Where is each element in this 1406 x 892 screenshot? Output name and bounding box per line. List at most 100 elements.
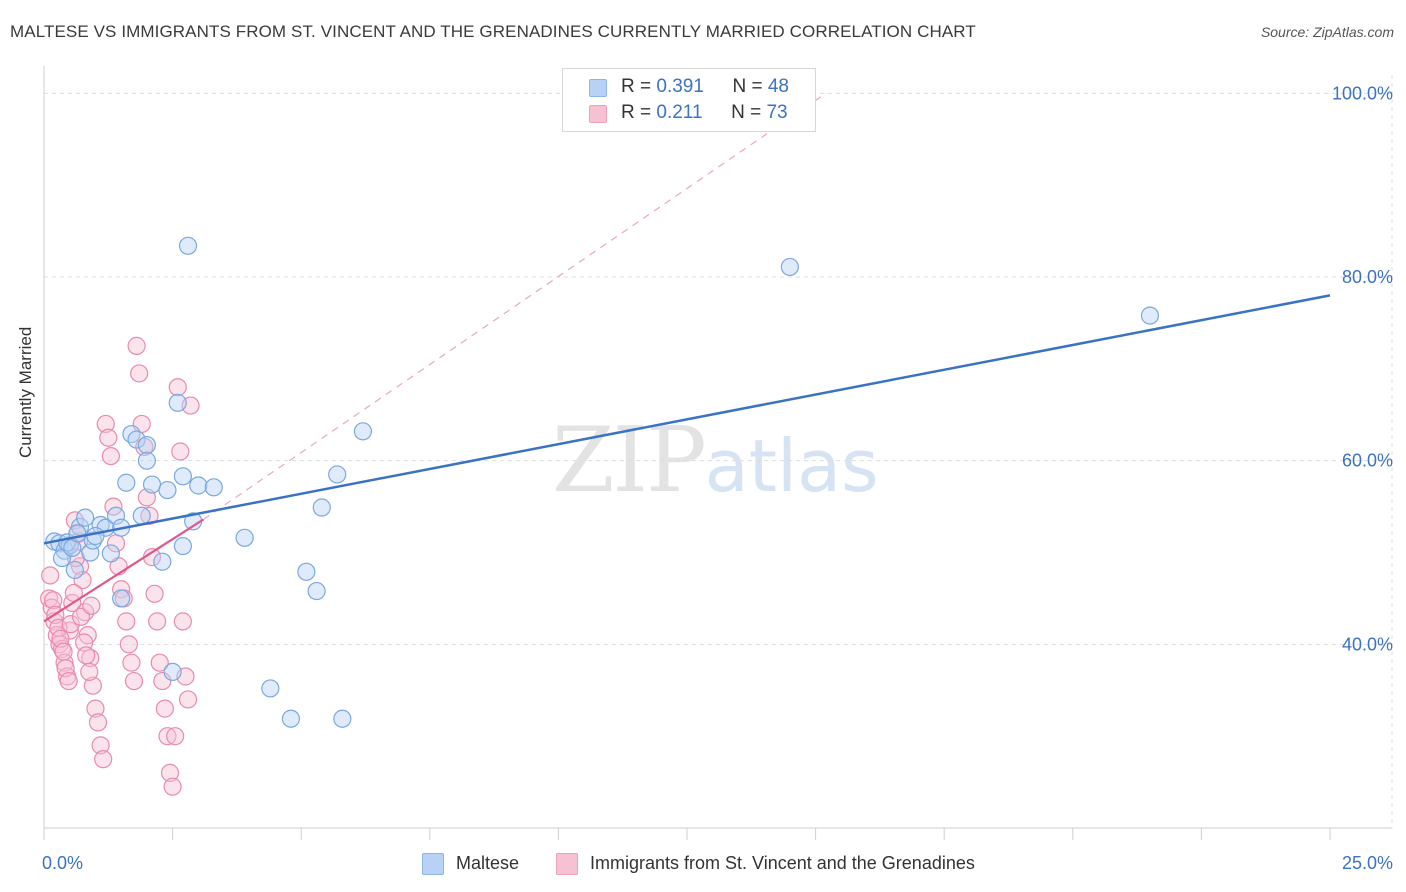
maltese-point — [261, 679, 280, 698]
maltese-point — [173, 467, 192, 486]
maltese-point — [780, 257, 799, 277]
maltese-point — [137, 451, 156, 470]
maltese-point — [86, 526, 105, 546]
immigrants-point — [44, 591, 63, 610]
x-tick-label: 25.0% — [1342, 853, 1393, 873]
source-credit: Source: ZipAtlas.com — [1260, 24, 1394, 40]
immigrants-point — [86, 699, 105, 718]
immigrants-point — [96, 414, 115, 434]
maltese-point — [106, 506, 126, 525]
immigrants-point — [160, 763, 180, 783]
legend-n-value: 73 — [766, 102, 788, 123]
immigrants-point — [130, 364, 149, 383]
y-tick-label: 40.0% — [1342, 634, 1393, 654]
bottom-legend-label: Immigrants from St. Vincent and the Gren… — [590, 853, 975, 873]
maltese-point — [328, 465, 347, 484]
chart-title: MALTESE VS IMMIGRANTS FROM ST. VINCENT A… — [10, 22, 976, 41]
y-axis-label: Currently Married — [16, 326, 35, 458]
y-tick-label: 60.0% — [1342, 451, 1393, 471]
legend-r-label: R = — [621, 76, 657, 97]
immigrants-point — [99, 428, 118, 447]
immigrants-point — [173, 612, 192, 631]
maltese-point — [1140, 306, 1160, 325]
maltese-point — [204, 478, 223, 497]
immigrants-point — [166, 727, 185, 746]
y-tick-label: 100.0% — [1332, 83, 1393, 103]
immigrants-point — [80, 662, 99, 681]
maltese-point — [312, 498, 331, 517]
immigrants-trend-extension — [203, 92, 827, 520]
immigrants-point — [117, 612, 136, 631]
maltese-point — [189, 476, 208, 495]
maltese-point — [137, 435, 156, 455]
immigrants-point — [135, 437, 154, 457]
maltese-point — [178, 236, 198, 255]
maltese-point — [153, 552, 172, 571]
maltese-point — [81, 543, 100, 562]
x-tick-label: 0.0% — [42, 853, 83, 873]
correlation-legend: R = 0.391 N = 48 R = 0.211 N = 73 — [562, 68, 816, 132]
immigrants-point — [124, 671, 144, 691]
bottom-legend-label: Maltese — [456, 853, 520, 873]
immigrants-point — [158, 727, 177, 746]
maltese-point — [112, 589, 131, 608]
maltese-point — [101, 544, 120, 563]
immigrants-point — [140, 506, 159, 525]
immigrants-point — [101, 446, 120, 466]
maltese-point — [307, 581, 326, 601]
immigrants-swatch-icon — [589, 105, 607, 123]
y-tick-label: 80.0% — [1342, 267, 1393, 287]
maltese-point — [297, 562, 316, 581]
immigrants-point — [153, 671, 172, 691]
maltese-swatch-icon — [589, 79, 607, 97]
immigrants-point — [148, 612, 167, 631]
immigrants-point — [82, 596, 101, 615]
immigrants-point — [59, 671, 78, 691]
maltese-point — [132, 506, 151, 525]
immigrants-point — [168, 378, 187, 397]
immigrants-point — [88, 713, 108, 732]
legend-n-label: N = — [732, 76, 768, 97]
immigrants-point — [119, 635, 138, 654]
immigrants-point — [155, 699, 174, 718]
immigrants-point — [150, 653, 169, 672]
immigrants-point — [94, 750, 113, 769]
maltese-point — [333, 709, 352, 728]
maltese-point — [76, 508, 95, 527]
immigrants-point — [127, 336, 146, 355]
legend-n-label: N = — [731, 102, 767, 123]
maltese-point — [173, 536, 192, 556]
maltese-point — [122, 424, 141, 444]
immigrants-point — [171, 442, 190, 461]
immigrants-point — [61, 615, 80, 634]
immigrants-point — [91, 736, 110, 755]
maltese-point — [117, 473, 136, 492]
maltese-point — [235, 528, 254, 547]
immigrants-point — [77, 646, 96, 665]
immigrants-point — [145, 584, 164, 603]
maltese-point — [168, 393, 187, 412]
immigrants-point — [41, 566, 60, 585]
maltese-point — [65, 560, 84, 580]
immigrants-point — [73, 570, 92, 590]
legend-n-value: 48 — [767, 76, 789, 97]
immigrants-trend-line — [43, 518, 205, 623]
immigrants-swatch-icon — [556, 853, 578, 875]
immigrants-point — [83, 676, 102, 695]
maltese-point — [158, 480, 177, 500]
maltese-point — [163, 662, 182, 681]
immigrants-point — [54, 642, 73, 661]
maltese-point — [142, 475, 162, 494]
maltese-point — [353, 422, 373, 441]
maltese-trend-line — [43, 294, 1331, 545]
immigrants-point — [122, 653, 141, 672]
immigrants-point — [178, 690, 198, 709]
legend-r-value: 0.211 — [656, 102, 703, 123]
maltese-point — [281, 709, 301, 728]
immigrants-point — [163, 777, 182, 796]
maltese-swatch-icon — [422, 853, 444, 875]
legend-r-value: 0.391 — [656, 76, 704, 97]
maltese-point — [127, 430, 146, 449]
legend-r-label: R = — [621, 102, 657, 123]
